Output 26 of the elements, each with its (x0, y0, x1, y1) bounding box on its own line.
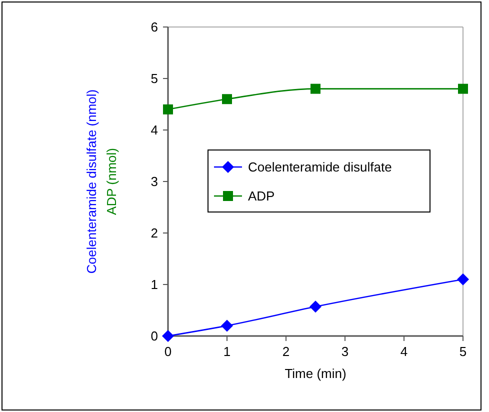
x-tick-label: 3 (341, 344, 349, 359)
x-tick-label: 4 (400, 344, 408, 359)
y2-axis-title: ADP (nmol) (104, 148, 119, 215)
y-axis-title: Coelenteramide disulfate (nmol) (84, 89, 99, 274)
point (457, 273, 469, 286)
y-tick-label: 1 (150, 277, 158, 292)
y-tick-label: 2 (150, 226, 158, 241)
y-tick-label: 3 (150, 174, 158, 190)
y-tick-label: 6 (150, 20, 158, 35)
legend-label: ADP (248, 188, 275, 204)
point (310, 300, 322, 313)
x-tick-label: 1 (223, 344, 231, 359)
x-tick-label: 5 (459, 344, 467, 359)
x-tick-label: 2 (282, 344, 290, 359)
y-tick-label: 5 (150, 71, 158, 86)
legend-label: Coelenteramide disulfate (248, 160, 392, 175)
y-tick-label: 0 (150, 328, 158, 344)
point (163, 104, 173, 114)
point (221, 320, 233, 332)
y-tick-label: 4 (150, 122, 158, 138)
point (162, 330, 174, 342)
x-tick-label: 0 (164, 344, 172, 359)
x-axis-title: Time (min) (284, 366, 346, 381)
point (310, 84, 320, 94)
point (222, 94, 232, 104)
point (458, 84, 468, 94)
